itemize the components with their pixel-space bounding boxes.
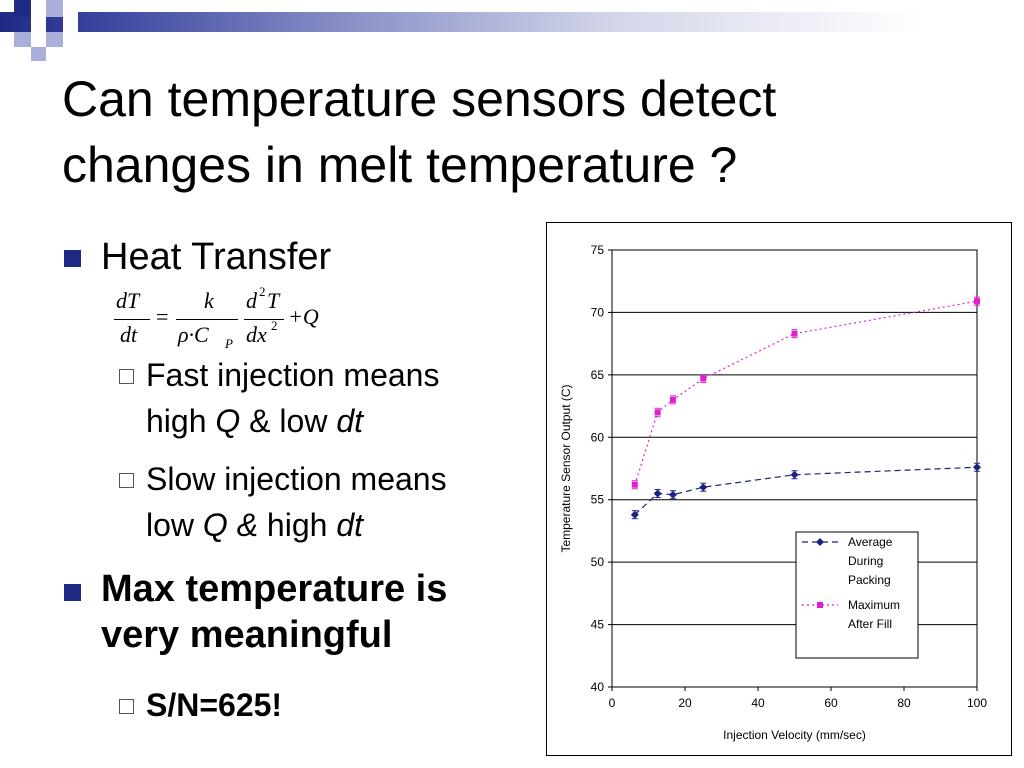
sub-bullet-line: Fast injection means <box>146 357 440 393</box>
data-point <box>974 298 980 305</box>
header-square <box>31 47 46 61</box>
temperature-chart: 40 45 50 55 60 65 70 75 0 20 40 60 80 100 Injection Ve… <box>559 243 987 742</box>
title-line: Can temperature sensors detect <box>62 71 777 127</box>
data-point <box>973 463 981 472</box>
header-square <box>14 0 31 17</box>
data-point <box>630 510 639 519</box>
sub-bullet-marker <box>119 473 134 488</box>
heat-equation: dT dt = k ρ·C P d 2 T dx 2 +Q <box>112 282 342 352</box>
data-point <box>654 409 661 416</box>
y-tick-label: 45 <box>591 618 605 632</box>
bullet-marker <box>64 584 81 601</box>
text-run: Q & <box>202 507 259 543</box>
series-line <box>634 466 978 516</box>
header-gradient-band <box>0 12 1024 32</box>
header-square <box>63 12 78 32</box>
text-run: high <box>146 403 216 439</box>
legend-label: Packing <box>848 573 891 587</box>
text-run: & low <box>240 403 337 439</box>
sub-bullet-line: high Q & low dt <box>146 398 439 444</box>
eq-equals: = <box>156 304 169 329</box>
title-line: changes in melt temperature ? <box>62 137 738 193</box>
legend-label: During <box>848 554 883 568</box>
x-tick-label: 60 <box>824 696 838 710</box>
sub-bullet-slow: Slow injection means low Q & high dt <box>146 456 447 548</box>
bullet-marker <box>64 250 81 267</box>
sub-bullet-sn: S/N=625! <box>146 687 283 723</box>
data-point <box>653 489 662 498</box>
header-square <box>14 32 31 47</box>
eq-T: T <box>267 288 280 313</box>
text-run: Q <box>215 403 241 439</box>
eq-dt: dt <box>120 322 138 347</box>
eq-plus-q: +Q <box>288 304 319 329</box>
eq-subscript-p: P <box>225 336 233 351</box>
y-tick-label: 70 <box>591 305 605 319</box>
data-point <box>700 375 707 382</box>
eq-fraction-bar <box>176 319 238 320</box>
legend-label: Maximum <box>848 598 900 612</box>
x-axis-label: Injection Velocity (mm/sec) <box>723 728 866 742</box>
series-line <box>634 300 978 485</box>
sub-bullet-line: low Q & high dt <box>146 502 447 548</box>
eq-d: d <box>246 288 257 313</box>
bullet-heat-transfer: Heat Transfer <box>101 236 332 278</box>
y-tick-label: 50 <box>591 555 605 569</box>
eq-k: k <box>204 288 214 313</box>
y-tick-label: 75 <box>591 243 605 257</box>
eq-dx: dx <box>246 322 267 347</box>
legend-label: After Fill <box>848 617 892 631</box>
legend-marker <box>817 602 823 608</box>
text-run: dt <box>336 403 363 439</box>
y-tick-label: 60 <box>591 430 605 444</box>
y-tick-label: 65 <box>591 368 605 382</box>
plot-area <box>611 249 978 688</box>
eq-fraction-bar <box>244 319 284 320</box>
x-tick-label: 80 <box>897 696 911 710</box>
y-tick-label: 40 <box>591 680 605 694</box>
eq-sup2: 2 <box>259 284 266 299</box>
header-square <box>31 12 46 32</box>
bullet-line: very meaningful <box>101 614 393 656</box>
x-tick-label: 40 <box>751 696 765 710</box>
sub-bullet-marker <box>119 369 134 384</box>
bullet-max-temperature: Max temperature is very meaningful <box>101 566 447 658</box>
header-square <box>46 32 63 47</box>
text-run: high <box>258 507 337 543</box>
legend-label: Average <box>848 535 893 549</box>
legend-marker <box>816 538 824 546</box>
bullet-line: Max temperature is <box>101 568 448 610</box>
data-point <box>699 483 708 492</box>
data-point <box>791 330 798 337</box>
text-run: low <box>146 507 203 543</box>
data-point <box>790 470 799 479</box>
data-point <box>669 396 676 403</box>
y-tick-label: 55 <box>591 493 605 507</box>
sub-bullet-fast: Fast injection means high Q & low dt <box>146 352 439 444</box>
eq-rho-c: ρ·C <box>178 322 209 347</box>
y-axis-label: Temperature Sensor Output (C) <box>559 384 573 552</box>
eq-sup2: 2 <box>271 318 278 333</box>
data-point <box>668 490 677 499</box>
header-square <box>46 0 63 17</box>
slide-title: Can temperature sensors detect changes i… <box>62 66 962 198</box>
sub-bullet-line: Slow injection means <box>146 461 447 497</box>
chart-frame: 40 45 50 55 60 65 70 75 0 20 40 60 80 100 Injection Ve… <box>546 222 1012 756</box>
x-tick-label: 20 <box>678 696 692 710</box>
data-point <box>631 481 638 488</box>
text-run: dt <box>336 507 363 543</box>
x-tick-label: 0 <box>609 696 616 710</box>
eq-fraction-bar <box>114 319 150 320</box>
legend-box <box>795 531 919 659</box>
x-tick-label: 100 <box>967 696 987 710</box>
sub-bullet-marker <box>119 699 134 714</box>
eq-dT: dT <box>116 288 140 313</box>
